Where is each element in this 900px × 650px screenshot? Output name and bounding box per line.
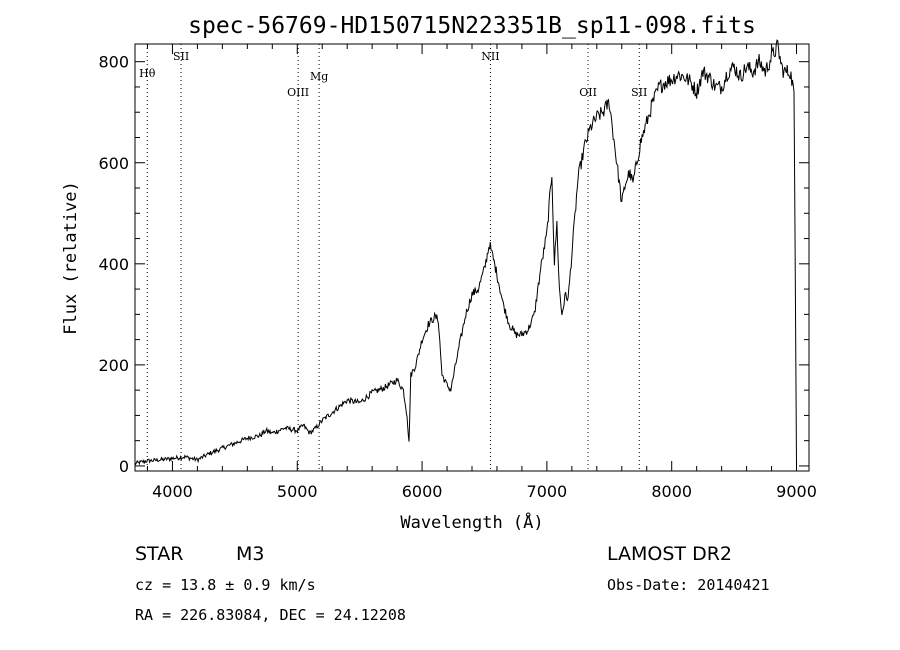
x-axis-label: Wavelength (Å) (400, 511, 543, 533)
x-tick-label: 8000 (651, 482, 692, 501)
x-tick-label: 9000 (776, 482, 817, 501)
y-tick-label: 200 (98, 356, 129, 375)
y-axis-label: Flux (relative) (61, 181, 81, 335)
y-tick-label: 600 (98, 154, 129, 173)
x-tick-label: 6000 (402, 482, 443, 501)
x-tick-label: 4000 (152, 482, 193, 501)
plot-frame (134, 43, 810, 472)
y-tick-label: 800 (98, 53, 129, 72)
class-label: STAR (135, 543, 184, 565)
spectral-line-label: Mg (310, 70, 328, 83)
spectrum-line (134, 39, 797, 466)
chart-title: spec-56769-HD150715N223351B_sp11-098.fit… (188, 13, 756, 39)
survey-label: LAMOST DR2 (607, 543, 732, 565)
spectral-line-label: OIII (287, 86, 309, 99)
spectral-line-label: SII (173, 50, 189, 63)
y-tick-label: 0 (119, 457, 129, 476)
obs-date: Obs-Date: 20140421 (607, 576, 770, 594)
spectral-line-label: Hθ (139, 67, 156, 80)
x-tick-label: 5000 (277, 482, 318, 501)
y-tick-label: 400 (98, 255, 129, 274)
x-tick-label: 7000 (527, 482, 568, 501)
spectral-line-label: OII (579, 86, 597, 99)
coordinates: RA = 226.83084, DEC = 24.12208 (135, 606, 406, 624)
spectral-line-label: SII (631, 86, 647, 99)
spectral-line-label: NII (481, 50, 499, 63)
subclass-label: M3 (236, 543, 265, 565)
cz-value: cz = 13.8 ± 0.9 km/s (135, 576, 316, 594)
